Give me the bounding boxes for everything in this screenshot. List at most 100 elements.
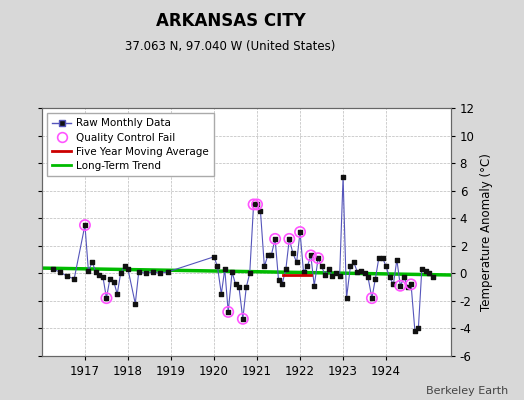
Point [339,174,347,180]
Point [210,254,218,260]
Point [389,281,398,288]
Point [425,270,433,276]
Point [275,277,283,284]
Point [346,263,355,270]
Point [256,208,265,214]
Point [350,259,358,266]
Point [357,267,365,274]
Point [310,282,319,289]
Point [411,328,419,334]
Point [131,300,139,307]
Point [429,274,437,281]
Point [84,267,93,274]
Point [142,270,150,276]
Point [414,325,422,332]
Point [221,266,229,272]
Point [314,255,322,261]
Point [135,269,143,275]
Point [163,269,172,275]
Text: Berkeley Earth: Berkeley Earth [426,386,508,396]
Point [102,295,111,301]
Point [368,295,376,301]
Point [116,270,125,276]
Point [289,250,297,256]
Point [371,276,379,282]
Point [242,284,250,290]
Point [325,266,333,272]
Point [249,201,258,208]
Point [296,229,304,235]
Point [224,309,233,315]
Point [271,236,279,242]
Point [267,252,276,259]
Point [224,309,233,315]
Point [407,281,415,288]
Point [249,201,258,208]
Point [278,281,286,288]
Point [342,295,351,301]
Point [418,266,426,272]
Point [303,263,312,270]
Point [238,316,247,322]
Point [231,281,239,288]
Point [121,263,129,270]
Point [296,229,304,235]
Point [307,252,315,259]
Point [92,269,100,275]
Point [307,252,315,259]
Point [149,269,157,275]
Point [271,236,279,242]
Point [81,222,89,228]
Legend: Raw Monthly Data, Quality Control Fail, Five Year Moving Average, Long-Term Tren: Raw Monthly Data, Quality Control Fail, … [47,113,214,176]
Point [282,266,290,272]
Point [421,267,430,274]
Point [285,236,293,242]
Point [228,269,236,275]
Point [328,273,336,279]
Point [246,270,254,276]
Point [332,270,340,276]
Point [235,284,243,290]
Point [124,266,132,272]
Point [106,276,114,282]
Point [56,269,64,275]
Point [382,263,390,270]
Point [400,274,408,281]
Point [253,201,261,208]
Point [318,263,326,270]
Point [260,263,268,270]
Point [238,316,247,322]
Point [253,201,261,208]
Text: 37.063 N, 97.040 W (United States): 37.063 N, 97.040 W (United States) [125,40,336,53]
Point [95,272,103,278]
Point [321,272,329,278]
Point [70,276,79,282]
Point [63,273,71,279]
Point [113,291,122,297]
Point [99,274,107,281]
Point [396,282,405,289]
Point [335,273,344,279]
Point [49,266,57,272]
Point [385,274,394,281]
Point [217,291,225,297]
Point [375,255,383,261]
Point [299,269,308,275]
Point [368,295,376,301]
Point [396,282,405,289]
Point [285,236,293,242]
Point [292,259,301,266]
Y-axis label: Temperature Anomaly (°C): Temperature Anomaly (°C) [480,153,493,311]
Point [403,284,412,290]
Point [392,256,401,263]
Text: ARKANSAS CITY: ARKANSAS CITY [156,12,305,30]
Point [88,259,96,266]
Point [264,252,272,259]
Point [353,269,362,275]
Point [378,255,387,261]
Point [407,281,415,288]
Point [361,270,369,276]
Point [213,263,222,270]
Point [364,274,372,281]
Point [81,222,89,228]
